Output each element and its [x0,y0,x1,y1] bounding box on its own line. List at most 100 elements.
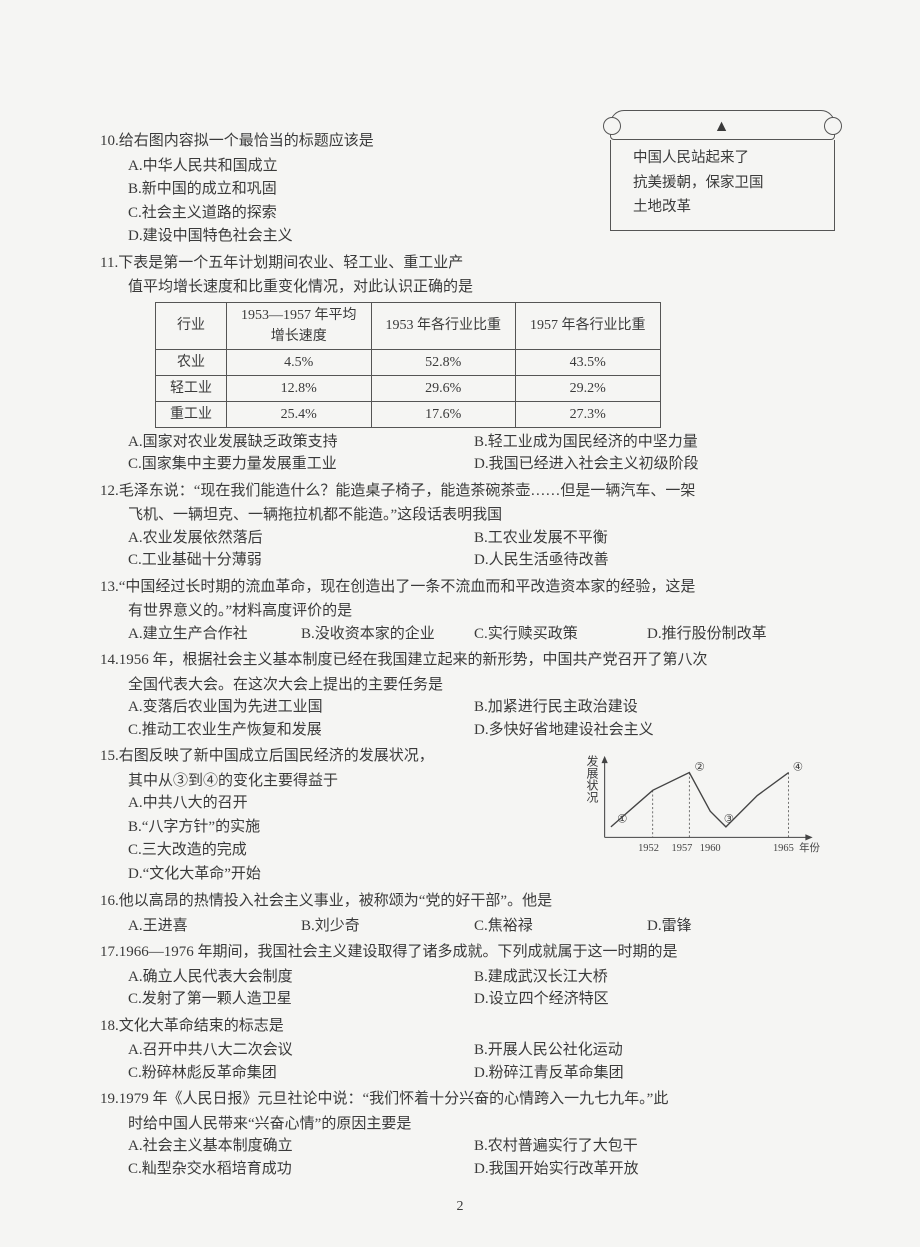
scroll-line: 抗美援朝，保家卫国 [625,171,820,196]
q12-stem2: 飞机、一辆坦克、一辆拖拉机都不能造。”这段话表明我国 [100,504,820,527]
pt3: ③ [724,814,734,826]
option-c: C.籼型杂交水稻培育成功 [128,1158,474,1181]
option-c: C.实行赎买政策 [474,623,647,646]
question-13: 13.“中国经过长时期的流血革命，现在创造出了一条不流血而和平改造资本家的经验，… [100,576,820,646]
q-num: 11. [100,255,118,271]
option-a: A.中共八大的召开 [128,792,580,815]
q15-stem2: 其中从③到④的变化主要得益于 [100,770,580,793]
td: 17.6% [371,401,516,427]
option-a: A.农业发展依然落后 [128,527,474,550]
q-num: 12. [100,483,119,499]
option-c: C.工业基础十分薄弱 [128,549,474,572]
table-row: 农业 4.5% 52.8% 43.5% [156,349,661,375]
option-c: C.三大改造的完成 [128,839,580,862]
td: 27.3% [516,401,661,427]
xlabel: 年份 [799,841,820,854]
option-a: A.变落后农业国为先进工业国 [128,696,474,719]
option-b: B.工农业发展不平衡 [474,527,820,550]
question-12: 12.毛泽东说：“现在我们能造什么？能造桌子椅子，能造茶碗茶壶……但是一辆汽车、… [100,480,820,572]
td: 29.6% [371,375,516,401]
question-11: 11.下表是第一个五年计划期间农业、轻工业、重工业产 值平均增长速度和比重变化情… [100,252,820,476]
question-17: 17.1966—1976 年期间，我国社会主义建设取得了诸多成就。下列成就属于这… [100,941,820,1011]
table-row: 重工业 25.4% 17.6% 27.3% [156,401,661,427]
option-a: A.社会主义基本制度确立 [128,1135,474,1158]
td: 25.4% [227,401,372,427]
td: 52.8% [371,349,516,375]
pt2: ② [695,761,705,773]
q-text: 右图反映了新中国成立后国民经济的发展状况， [119,748,434,764]
svg-text:1957: 1957 [672,843,693,854]
table-row: 轻工业 12.8% 29.6% 29.2% [156,375,661,401]
svg-text:1960: 1960 [700,843,721,854]
th: 行业 [156,302,227,349]
q-num: 15. [100,748,119,764]
option-c: C.推动工农业生产恢复和发展 [128,719,474,742]
question-14: 14.1956 年，根据社会主义基本制度已经在我国建立起来的新形势，中国共产党召… [100,649,820,741]
pt4: ④ [793,761,803,773]
option-d: D.我国已经进入社会主义初级阶段 [474,453,820,476]
q13-stem2: 有世界意义的。”材料高度评价的是 [100,600,820,623]
td: 农业 [156,349,227,375]
option-d: D.设立四个经济特区 [474,988,820,1011]
q19-stem2: 时给中国人民带来“兴奋心情”的原因主要是 [100,1113,820,1136]
q-text: 毛泽东说：“现在我们能造什么？能造桌子椅子，能造茶碗茶壶……但是一辆汽车、一架 [119,483,696,499]
option-d: D.粉碎江青反革命集团 [474,1062,820,1085]
td: 重工业 [156,401,227,427]
page-number: 2 [457,1196,464,1217]
pt1: ① [617,814,627,826]
td: 29.2% [516,375,661,401]
question-18: 18.文化大革命结束的标志是 A.召开中共八大二次会议 B.开展人民公社化运动 … [100,1015,820,1085]
option-b: B.“八字方针”的实施 [128,816,580,839]
q-text: 1979 年《人民日报》元旦社论中说：“我们怀着十分兴奋的心情跨入一九七九年。”… [119,1091,669,1107]
question-15: 15.右图反映了新中国成立后国民经济的发展状况， 其中从③到④的变化主要得益于 … [100,745,820,886]
option-c: C.发射了第一颗人造卫星 [128,988,474,1011]
scroll-mark: ▲ [611,115,834,139]
question-19: 19.1979 年《人民日报》元旦社论中说：“我们怀着十分兴奋的心情跨入一九七九… [100,1088,820,1180]
q-text: 下表是第一个五年计划期间农业、轻工业、重工业产 [118,255,463,271]
option-a: A.建立生产合作社 [128,623,301,646]
q-num: 10. [100,133,119,149]
question-16: 16.他以高昂的热情投入社会主义事业，被称颂为“党的好干部”。他是 A.王进喜 … [100,890,820,937]
td: 43.5% [516,349,661,375]
q-num: 17. [100,944,119,960]
option-d: D.人民生活亟待改善 [474,549,820,572]
option-a: A.召开中共八大二次会议 [128,1039,474,1062]
td: 12.8% [227,375,372,401]
td: 轻工业 [156,375,227,401]
svg-text:1952: 1952 [638,843,659,854]
option-c: C.焦裕禄 [474,915,647,938]
th: 1953 年各行业比重 [371,302,516,349]
q11-table: 行业 1953—1957 年平均 增长速度 1953 年各行业比重 1957 年… [155,302,661,428]
q-text: 文化大革命结束的标志是 [119,1018,284,1034]
option-d: D.多快好省地建设社会主义 [474,719,820,742]
option-b: B.农村普遍实行了大包干 [474,1135,820,1158]
q-num: 14. [100,652,119,668]
q14-stem2: 全国代表大会。在这次大会上提出的主要任务是 [100,674,820,697]
td: 4.5% [227,349,372,375]
chart-svg: ① ② ③ ④ 1952 1957 1960 1965 年份 [590,751,820,861]
option-d: D.“文化大革命”开始 [128,863,580,886]
q-text: 1966—1976 年期间，我国社会主义建设取得了诸多成就。下列成就属于这一时期… [119,944,678,960]
option-b: B.建成武汉长江大桥 [474,966,820,989]
option-b: B.刘少奇 [301,915,474,938]
q-num: 16. [100,893,119,909]
option-c: C.粉碎林彪反革命集团 [128,1062,474,1085]
option-d: D.我国开始实行改革开放 [474,1158,820,1181]
option-d: D.雷锋 [647,915,820,938]
q11-stem2: 值平均增长速度和比重变化情况，对此认识正确的是 [100,276,820,299]
q-text: 1956 年，根据社会主义基本制度已经在我国建立起来的新形势，中国共产党召开了第… [119,652,708,668]
q15-chart: 发展状况 ① ② ③ ④ 1952 1957 1960 1965 年份 [590,751,820,861]
th: 1953—1957 年平均 增长速度 [227,302,372,349]
q-text: 他以高昂的热情投入社会主义事业，被称颂为“党的好干部”。他是 [119,893,552,909]
option-a: A.确立人民代表大会制度 [128,966,474,989]
q-num: 19. [100,1091,119,1107]
q-num: 18. [100,1018,119,1034]
option-c: C.国家集中主要力量发展重工业 [128,453,474,476]
svg-text:1965: 1965 [773,843,794,854]
th: 1957 年各行业比重 [516,302,661,349]
scroll-line: 土地改革 [625,195,820,220]
option-b: B.没收资本家的企业 [301,623,474,646]
option-a: A.王进喜 [128,915,301,938]
q-num: 13. [100,579,119,595]
option-d: D.推行股份制改革 [647,623,820,646]
